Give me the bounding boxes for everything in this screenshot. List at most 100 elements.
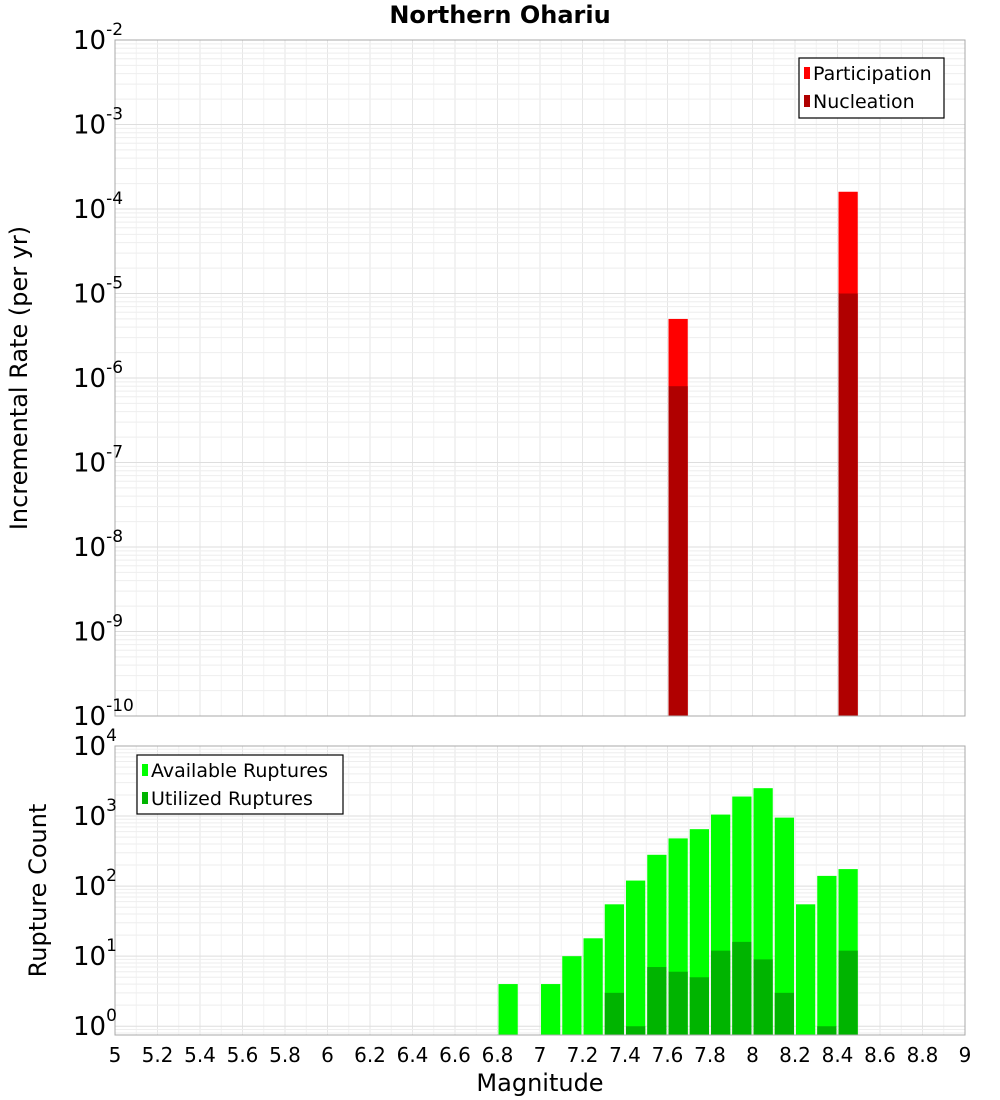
y-tick-base: 10 [73, 942, 106, 972]
legend-swatch [804, 67, 810, 79]
x-tick-label: 8 [746, 1043, 759, 1067]
y-tick-exponent: 3 [106, 796, 117, 816]
y-tick-exponent: -6 [106, 358, 123, 378]
y-tick-base: 10 [73, 195, 106, 225]
bottom-bar-available-ruptures [541, 984, 561, 1035]
x-tick-label: 6 [321, 1043, 334, 1067]
y-tick-exponent: 4 [106, 726, 117, 746]
y-tick-base: 10 [73, 449, 106, 479]
x-tick-label: 5.6 [227, 1043, 259, 1067]
y-tick-label: 100 [73, 1006, 117, 1042]
top-bar-nucleation [838, 293, 858, 716]
y-tick-exponent: -8 [106, 527, 123, 547]
legend-swatch [142, 792, 148, 804]
y-tick-exponent: 0 [106, 1006, 117, 1026]
x-tick-label: 8.8 [907, 1043, 939, 1067]
bottom-bar-utilized-ruptures [838, 950, 858, 1035]
gridlines [114, 40, 966, 717]
y-tick-base: 10 [73, 26, 106, 56]
legend-swatch [804, 95, 810, 107]
y-tick-base: 10 [73, 872, 106, 902]
bottom-bar-available-ruptures [498, 984, 518, 1035]
x-tick-label: 6.4 [397, 1043, 429, 1067]
bottom-bar-utilized-ruptures [711, 950, 731, 1035]
y-tick-exponent: -3 [106, 105, 123, 125]
y-axis-label: Incremental Rate (per yr) [5, 226, 33, 530]
bottom-bar-utilized-ruptures [668, 971, 688, 1035]
x-tick-label: 7.4 [609, 1043, 641, 1067]
legend-box [136, 754, 344, 815]
y-tick-exponent: -2 [106, 20, 123, 40]
y-tick-label: 10-5 [73, 274, 123, 310]
y-tick-exponent: -7 [106, 443, 123, 463]
legend: Participation Nucleation [798, 57, 945, 119]
legend-box [798, 57, 945, 119]
bottom-bar-utilized-ruptures [626, 1026, 646, 1035]
y-tick-label: 10-6 [73, 358, 123, 394]
y-tick-label: 10-4 [73, 189, 123, 225]
bottom-bar-available-ruptures [562, 956, 582, 1035]
bottom-bar-available-ruptures [796, 904, 816, 1035]
y-tick-base: 10 [73, 111, 106, 141]
x-tick-label: 5.4 [184, 1043, 216, 1067]
legend-label: Utilized Ruptures [151, 788, 313, 810]
y-tick-base: 10 [73, 280, 106, 310]
y-tick-label: 102 [73, 866, 117, 902]
bars [668, 191, 858, 717]
x-tick-label: 6.8 [482, 1043, 514, 1067]
y-tick-label: 101 [73, 936, 117, 972]
x-tick-label: 8.4 [822, 1043, 854, 1067]
y-tick-label: 103 [73, 796, 117, 832]
top-bar-nucleation [668, 386, 688, 716]
bottom-bar-utilized-ruptures [689, 977, 709, 1035]
x-axis-label: Magnitude [476, 1069, 603, 1097]
y-tick-exponent: -4 [106, 189, 123, 209]
y-tick-base: 10 [73, 702, 106, 732]
bottom-bar-utilized-ruptures [647, 967, 667, 1035]
y-tick-base: 10 [73, 1012, 106, 1042]
y-axis-label: Rupture Count [24, 804, 52, 978]
y-tick-base: 10 [73, 732, 106, 762]
bottom-bar-available-ruptures [583, 938, 603, 1035]
chart-title: Northern Ohariu [389, 1, 610, 29]
bottom-bar-utilized-ruptures [753, 959, 773, 1035]
y-tick-exponent: -5 [106, 274, 123, 294]
bottom-bar-available-ruptures [774, 817, 794, 1035]
x-tick-label: 6.6 [439, 1043, 471, 1067]
bottom-bar-utilized-ruptures [604, 992, 624, 1035]
y-tick-exponent: -9 [106, 612, 123, 632]
x-tick-label: 7 [534, 1043, 547, 1067]
legend-swatch [142, 764, 148, 776]
x-tick-label: 7.2 [567, 1043, 599, 1067]
y-tick-exponent: -10 [106, 696, 134, 716]
legend-label: Participation [813, 63, 932, 85]
bottom-bar-available-ruptures [817, 875, 837, 1035]
y-tick-exponent: 1 [106, 936, 117, 956]
y-tick-label: 10-10 [73, 696, 134, 732]
legend: Available Ruptures Utilized Ruptures [136, 754, 344, 815]
x-tick-label: 5 [109, 1043, 122, 1067]
x-tick-label: 7.6 [652, 1043, 684, 1067]
y-tick-label: 10-2 [73, 20, 123, 56]
bottom-bar-available-ruptures [626, 880, 646, 1035]
x-tick-label: 7.8 [694, 1043, 726, 1067]
bars [498, 788, 858, 1035]
y-tick-label: 10-3 [73, 105, 123, 141]
legend-label: Available Ruptures [151, 760, 328, 782]
plot-frame [114, 745, 966, 1036]
y-tick-exponent: 2 [106, 866, 117, 886]
x-tick-label: 6.2 [354, 1043, 386, 1067]
x-tick-label: 5.8 [269, 1043, 301, 1067]
y-tick-label: 10-7 [73, 443, 123, 479]
y-tick-label: 10-9 [73, 612, 123, 648]
x-tick-label: 9 [959, 1043, 972, 1067]
y-tick-base: 10 [73, 533, 106, 563]
x-tick-label: 5.2 [142, 1043, 174, 1067]
legend-label: Nucleation [813, 91, 915, 113]
bottom-bar-utilized-ruptures [817, 1026, 837, 1035]
y-tick-base: 10 [73, 802, 106, 832]
